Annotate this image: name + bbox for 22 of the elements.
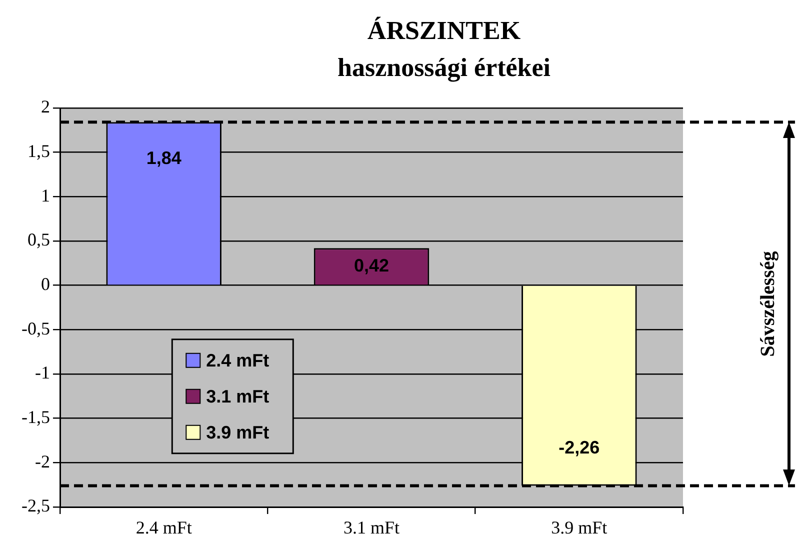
y-tick-label: 0,5 — [28, 230, 50, 250]
y-tick-label: -1,5 — [22, 407, 50, 428]
legend-label: 3.1 mFt — [206, 386, 270, 406]
data-label: 1,84 — [146, 148, 182, 168]
chart-title: ÁRSZINTEK — [367, 16, 522, 45]
data-label: 0,42 — [354, 255, 390, 276]
x-tick-label: 3.9 mFt — [551, 518, 608, 538]
x-tick-label: 2.4 mFt — [136, 518, 192, 538]
legend-label: 3.9 mFt — [206, 422, 270, 442]
text: Sávszélesség — [757, 251, 780, 357]
legend-label: 2.4 mFt — [206, 350, 270, 370]
x-tick-label: 3.1 mFt — [343, 518, 400, 538]
data-label: -2,26 — [558, 438, 600, 458]
y-tick-label: -2 — [35, 451, 50, 472]
chart-subtitle: hasznossági értékei — [337, 53, 551, 82]
y-tick-label: 1 — [41, 185, 50, 206]
y-tick-label: 2 — [41, 96, 50, 117]
y-tick-label: 0 — [41, 274, 50, 294]
y-tick-label: -1 — [35, 362, 50, 383]
y-tick-label: -0,5 — [22, 318, 50, 338]
y-tick-label: 1,5 — [28, 141, 50, 162]
y-tick-label: -2,5 — [22, 496, 50, 516]
